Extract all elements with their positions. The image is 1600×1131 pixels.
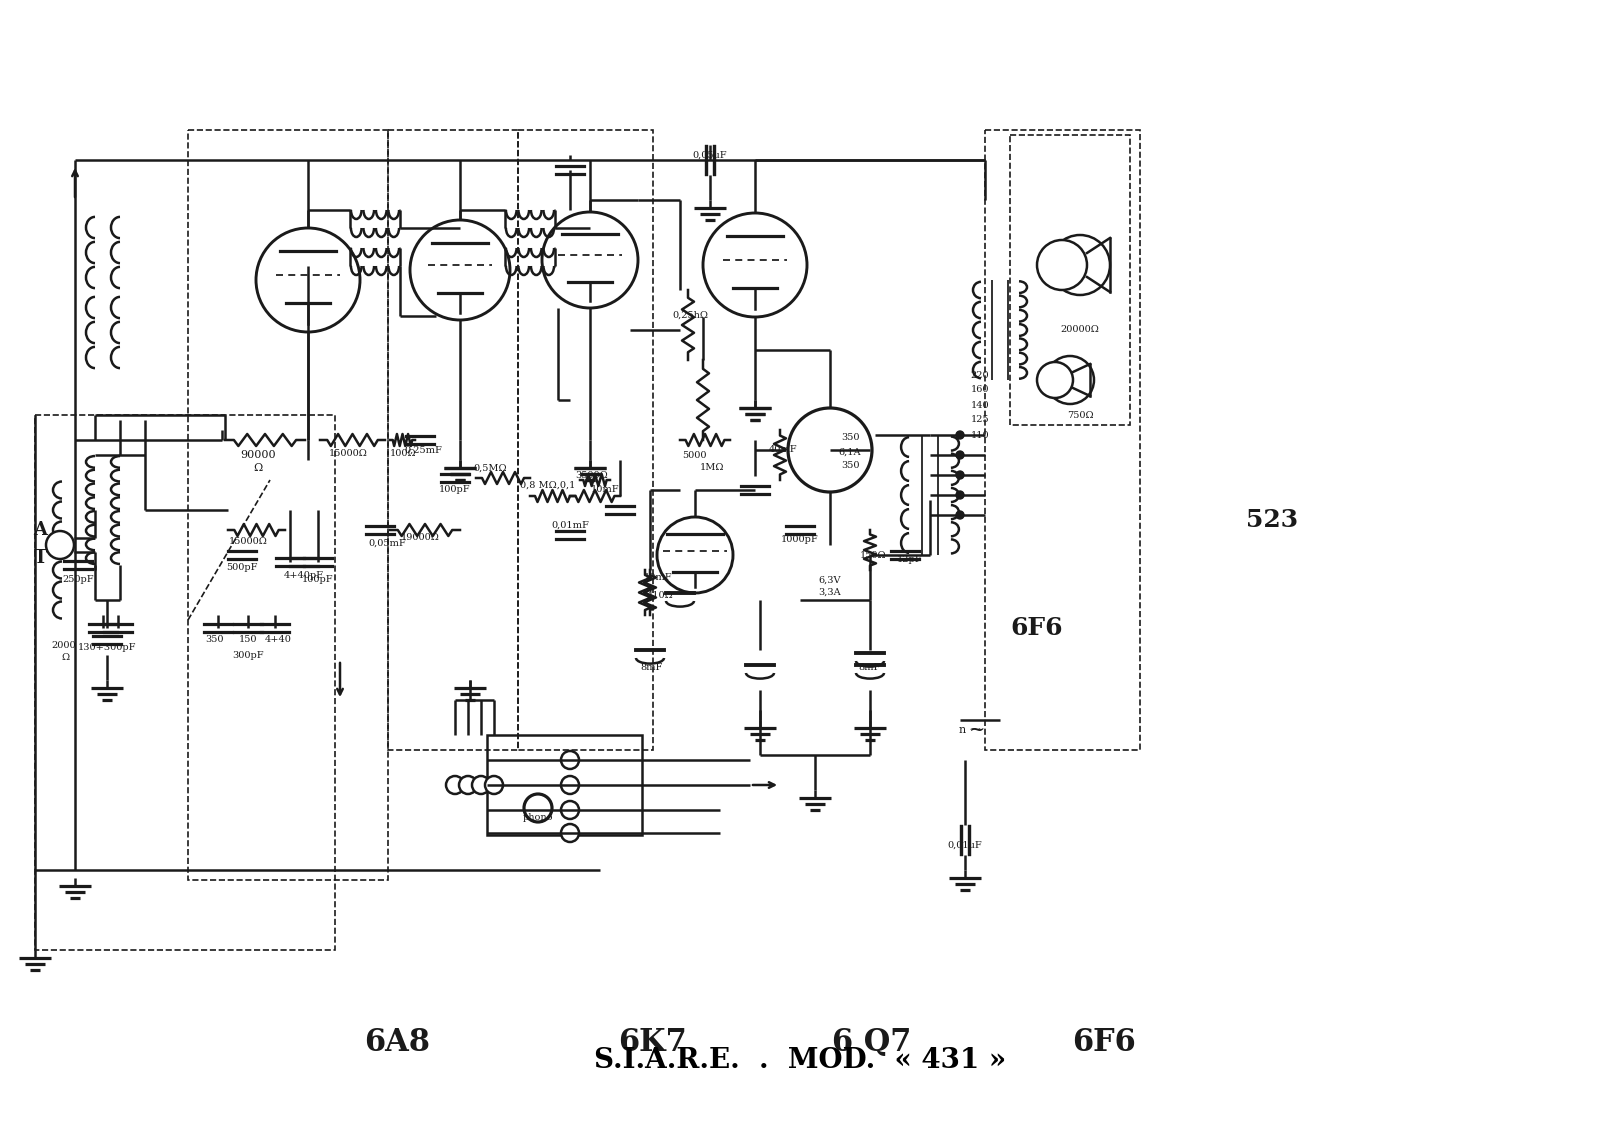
Circle shape <box>562 824 579 841</box>
Text: 12pF: 12pF <box>898 555 923 564</box>
Text: 6,3V: 6,3V <box>819 576 842 585</box>
Text: 250pF: 250pF <box>62 576 94 585</box>
Bar <box>1010 135 1130 425</box>
Text: 8mF: 8mF <box>642 664 662 673</box>
Text: 0,25mF: 0,25mF <box>405 446 442 455</box>
Text: n: n <box>958 725 966 735</box>
Circle shape <box>472 776 490 794</box>
Text: 100Ω: 100Ω <box>390 449 416 458</box>
Circle shape <box>1050 235 1110 295</box>
Text: 8mF: 8mF <box>859 664 882 673</box>
Circle shape <box>46 530 74 559</box>
Bar <box>986 130 1139 750</box>
Text: 5000: 5000 <box>682 450 706 459</box>
Circle shape <box>562 751 579 769</box>
Text: 160: 160 <box>971 386 989 395</box>
Text: 350: 350 <box>206 636 224 645</box>
Circle shape <box>702 213 806 317</box>
Text: 10mF: 10mF <box>590 485 619 494</box>
Text: 500pF: 500pF <box>226 563 258 572</box>
Text: 3500Ω: 3500Ω <box>576 470 608 480</box>
Text: 0,25hΩ: 0,25hΩ <box>672 311 707 319</box>
Text: 750Ω: 750Ω <box>1067 411 1093 420</box>
Text: 110: 110 <box>971 431 989 440</box>
Text: 0,01mF: 0,01mF <box>550 520 589 529</box>
Circle shape <box>658 517 733 593</box>
Text: 125: 125 <box>971 415 989 424</box>
Text: 0,05μF: 0,05μF <box>693 150 728 159</box>
Circle shape <box>957 470 963 480</box>
Circle shape <box>957 451 963 459</box>
Circle shape <box>1037 362 1074 398</box>
Text: 130+300pF: 130+300pF <box>78 644 136 653</box>
Text: 100pF: 100pF <box>438 485 470 494</box>
Text: 300pF: 300pF <box>232 650 264 659</box>
Circle shape <box>446 776 464 794</box>
Text: ~: ~ <box>968 723 981 737</box>
Circle shape <box>410 221 510 320</box>
Bar <box>35 415 334 950</box>
Text: 4+40pF: 4+40pF <box>285 570 323 579</box>
Text: 0,5MΩ: 0,5MΩ <box>474 464 507 473</box>
Text: 6F6: 6F6 <box>1072 1027 1136 1059</box>
Circle shape <box>1037 240 1086 290</box>
Text: 150Ω: 150Ω <box>859 551 886 560</box>
Text: 15000Ω: 15000Ω <box>328 449 368 458</box>
Text: Ω: Ω <box>253 463 262 473</box>
Circle shape <box>562 776 579 794</box>
Text: 90000: 90000 <box>240 450 275 460</box>
Text: 150: 150 <box>238 636 258 645</box>
Text: phono: phono <box>523 813 554 822</box>
Text: 4+40: 4+40 <box>264 636 291 645</box>
Text: 410Ω: 410Ω <box>646 590 674 599</box>
Circle shape <box>542 211 638 308</box>
Text: Ω: Ω <box>61 654 69 663</box>
Text: 140: 140 <box>971 400 989 409</box>
Text: 6A8: 6A8 <box>363 1027 430 1059</box>
Bar <box>387 130 518 750</box>
Text: ~: ~ <box>970 720 986 739</box>
Text: 10mF: 10mF <box>643 573 672 582</box>
Bar <box>486 735 642 835</box>
Text: 220: 220 <box>971 371 989 380</box>
Circle shape <box>1046 356 1094 404</box>
Circle shape <box>957 511 963 519</box>
Circle shape <box>459 776 477 794</box>
Circle shape <box>525 794 552 822</box>
Circle shape <box>957 431 963 439</box>
Text: 100pF: 100pF <box>302 576 334 585</box>
Text: 15000Ω: 15000Ω <box>229 537 267 546</box>
Text: 350: 350 <box>840 461 859 470</box>
Text: 6 Q7: 6 Q7 <box>832 1027 912 1059</box>
Bar <box>518 130 653 750</box>
Text: 0,8 MΩ,0,1: 0,8 MΩ,0,1 <box>520 481 576 490</box>
Text: A: A <box>34 521 46 539</box>
Text: 40mF: 40mF <box>768 446 797 455</box>
Circle shape <box>562 801 579 819</box>
Circle shape <box>787 408 872 492</box>
Text: 0,05mF: 0,05mF <box>368 538 406 547</box>
Text: 1MΩ: 1MΩ <box>699 464 725 473</box>
Text: 19000Ω: 19000Ω <box>400 534 440 543</box>
Text: 523: 523 <box>1246 508 1298 533</box>
Circle shape <box>485 776 502 794</box>
Text: 20000Ω: 20000Ω <box>1061 326 1099 335</box>
Text: 3,3A: 3,3A <box>819 587 842 596</box>
Text: 6F6: 6F6 <box>1011 615 1062 640</box>
Text: 6K7: 6K7 <box>619 1027 686 1059</box>
Text: 2000: 2000 <box>51 640 77 649</box>
Text: 6,1A: 6,1A <box>838 448 861 457</box>
Bar <box>189 130 387 880</box>
Text: 1000pF: 1000pF <box>781 535 819 544</box>
Text: 0,01μF: 0,01μF <box>947 840 982 849</box>
Text: T: T <box>34 549 46 567</box>
Text: 350: 350 <box>840 433 859 442</box>
Text: S.I.A.R.E.  .  MOD.  « 431 »: S.I.A.R.E. . MOD. « 431 » <box>594 1046 1006 1073</box>
Circle shape <box>256 228 360 333</box>
Circle shape <box>957 491 963 499</box>
